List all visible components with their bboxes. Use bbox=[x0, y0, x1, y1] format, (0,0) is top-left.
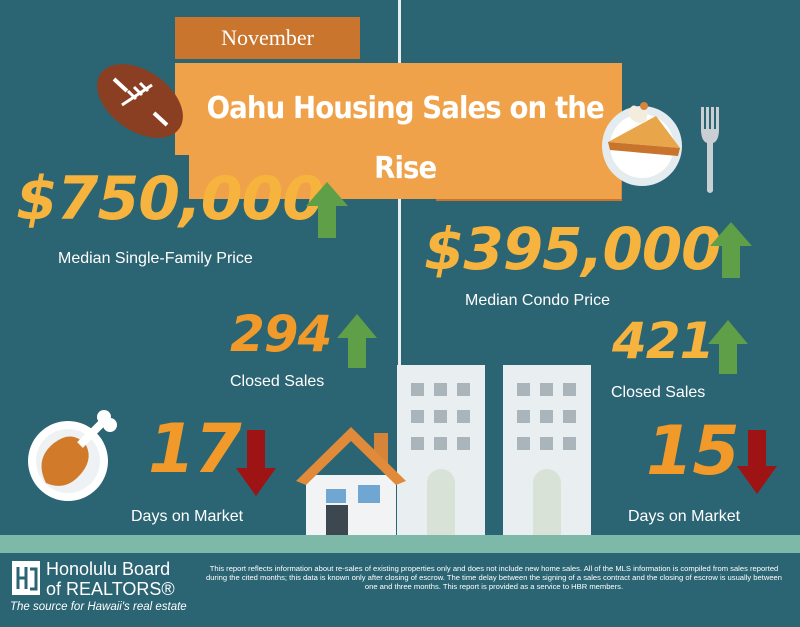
arrow-up-icon bbox=[337, 314, 377, 368]
condo-closed-label: Closed Sales bbox=[611, 384, 706, 401]
building-icon bbox=[503, 365, 591, 537]
turkey-leg-icon bbox=[28, 410, 117, 501]
condo-median-label: Median Condo Price bbox=[465, 292, 610, 309]
disclaimer: This report reflects information about r… bbox=[205, 564, 783, 591]
single-family-median-label: Median Single-Family Price bbox=[58, 250, 253, 267]
single-family-closed-sales: 294 bbox=[230, 305, 332, 363]
title-banner: Oahu Housing Sales on the Rise bbox=[175, 63, 622, 199]
month-banner: November bbox=[175, 17, 360, 59]
brand-tagline: The source for Hawaii's real estate bbox=[10, 601, 187, 613]
condo-days-label: Days on Market bbox=[628, 508, 741, 525]
page-title: Oahu Housing Sales on the Rise bbox=[189, 79, 622, 199]
arrow-up-icon bbox=[708, 320, 748, 374]
month-label: November bbox=[221, 25, 314, 50]
arrow-up-icon bbox=[306, 182, 348, 238]
ground-strip bbox=[0, 535, 800, 553]
condo-median-price: $395,000 bbox=[424, 215, 722, 283]
arrow-up-icon bbox=[710, 222, 752, 278]
single-family-days-label: Days on Market bbox=[131, 508, 244, 525]
building-icon bbox=[397, 365, 485, 537]
pie-icon bbox=[602, 102, 682, 186]
hbr-logo-icon bbox=[12, 561, 40, 595]
center-divider bbox=[398, 0, 401, 540]
single-family-median-price: $750,000 bbox=[16, 164, 324, 234]
footer: Honolulu Board of REALTORS® The source f… bbox=[0, 553, 800, 627]
football-icon bbox=[97, 64, 183, 138]
single-family-days-on-market: 17 bbox=[148, 410, 242, 489]
arrow-down-icon bbox=[236, 430, 276, 496]
house-icon bbox=[296, 427, 406, 539]
condo-days-on-market: 15 bbox=[646, 412, 740, 491]
single-family-closed-label: Closed Sales bbox=[230, 373, 325, 390]
brand-line1: Honolulu Board bbox=[46, 559, 171, 579]
condo-closed-sales: 421 bbox=[612, 312, 714, 370]
fork-icon bbox=[701, 107, 719, 193]
brand-line2: of REALTORS® bbox=[46, 579, 175, 599]
arrow-down-icon bbox=[737, 430, 777, 494]
